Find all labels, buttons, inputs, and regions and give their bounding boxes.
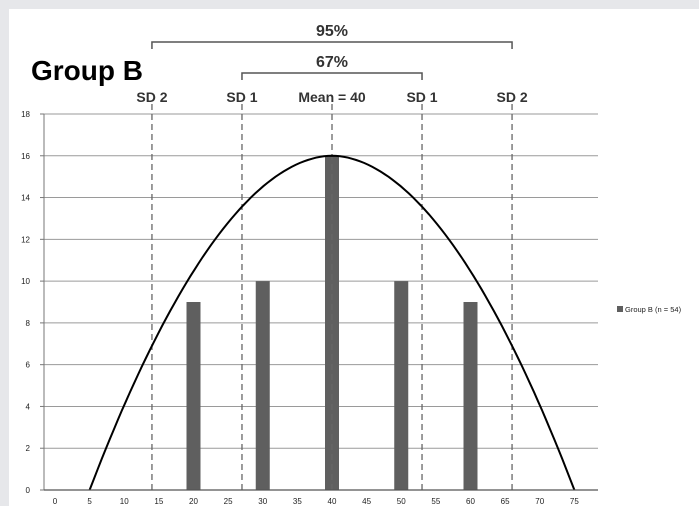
x-tick-label: 30 <box>258 497 267 506</box>
curve-layer <box>88 154 576 491</box>
bracket <box>151 41 513 49</box>
x-tick-label: 5 <box>87 497 92 506</box>
reference-line-label: SD 2 <box>496 89 527 105</box>
y-tick-label: 12 <box>21 235 30 244</box>
bracket-label: 67% <box>316 54 348 71</box>
legend-label: Group B (n = 54) <box>625 305 682 314</box>
bar <box>463 302 478 490</box>
bar <box>325 155 339 490</box>
bar <box>394 281 409 490</box>
x-tick-label: 70 <box>535 497 544 506</box>
y-tick-label: 6 <box>26 361 31 370</box>
y-tick-label: 16 <box>21 152 30 161</box>
grid-layer <box>44 113 598 449</box>
reference-line-label: SD 1 <box>226 89 257 105</box>
x-tick-label: 15 <box>154 497 163 506</box>
reference-line-label: SD 2 <box>136 89 167 105</box>
x-tick-label: 0 <box>53 497 58 506</box>
bracket-label: 95% <box>316 23 348 40</box>
bar <box>186 302 201 490</box>
x-tick-label: 20 <box>189 497 198 506</box>
legend: Group B (n = 54) <box>617 305 682 314</box>
chart-frame: 0 2 4 6 8 10 12 14 16 18 0 5 10 15 20 25 30 35 40 45 50 55 60 6… <box>9 9 699 506</box>
x-tick-label: 35 <box>293 497 302 506</box>
reference-line-label: SD 1 <box>406 89 437 105</box>
x-tick-label: 55 <box>431 497 440 506</box>
y-tick-label: 10 <box>21 277 30 286</box>
bracket <box>241 72 423 80</box>
bar-layer <box>186 155 478 490</box>
chart-svg: 0 2 4 6 8 10 12 14 16 18 0 5 10 15 20 25 30 35 40 45 50 55 60 6… <box>21 23 682 506</box>
x-tick-label: 65 <box>501 497 510 506</box>
normal-curve <box>88 154 576 491</box>
legend-swatch <box>617 306 623 312</box>
y-tick-label: 0 <box>26 486 31 495</box>
annotation-layer: SD 2 SD 1 Mean = 40 SD 1 SD 2 95% 67% <box>136 23 527 105</box>
y-tick-label: 18 <box>21 110 30 119</box>
x-tick-label: 50 <box>397 497 406 506</box>
x-tick-label: 45 <box>362 497 371 506</box>
reference-lines-layer <box>151 104 513 490</box>
x-tick-label: 60 <box>466 497 475 506</box>
x-tick-label: 10 <box>120 497 129 506</box>
y-tick-label: 2 <box>26 444 31 453</box>
x-tick-label: 25 <box>224 497 233 506</box>
y-tick-label: 4 <box>26 402 31 411</box>
y-tick-label: 8 <box>26 319 31 328</box>
x-tick-label: 40 <box>328 497 337 506</box>
chart-title: Group B <box>31 55 143 86</box>
x-tick-label: 75 <box>570 497 579 506</box>
bar <box>255 281 270 490</box>
y-tick-label: 14 <box>21 194 30 203</box>
axis-layer: 0 2 4 6 8 10 12 14 16 18 0 5 10 15 20 25 30 35 40 45 50 55 60 6… <box>21 110 598 506</box>
reference-line-label: Mean = 40 <box>298 89 366 105</box>
